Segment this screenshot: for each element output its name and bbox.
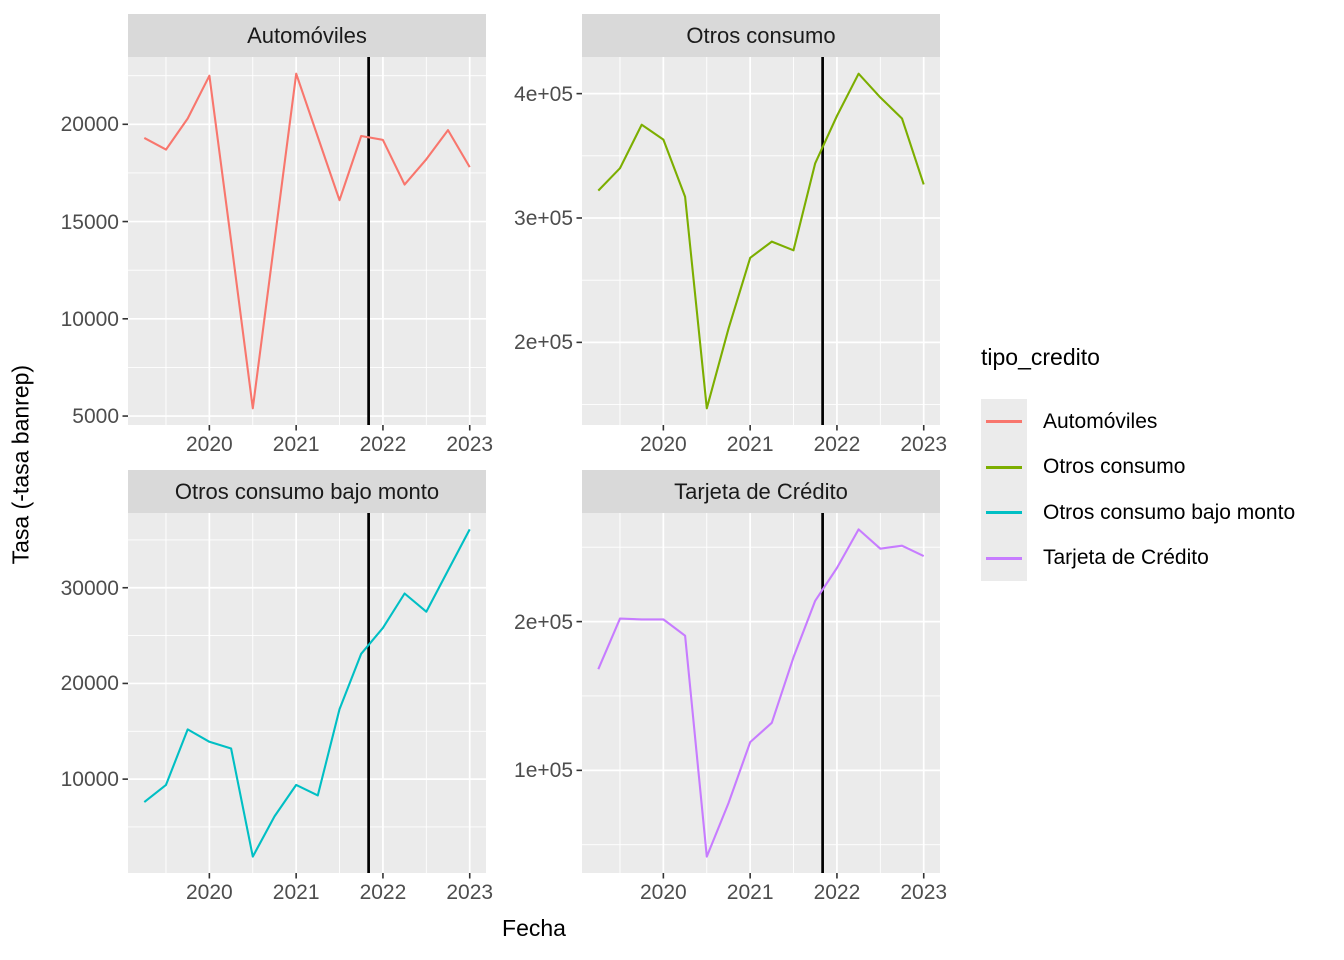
- legend: tipo_credito Automóviles Otros consumo Otr…: [981, 344, 1295, 581]
- y-tick-label: 4e+05: [514, 82, 573, 106]
- y-tick-label: 2e+05: [514, 610, 573, 634]
- x-tick-label: 2022: [813, 433, 861, 456]
- legend-key: [981, 444, 1027, 490]
- legend-line-swatch-icon: [986, 511, 1022, 515]
- legend-item-otros-consumo: Otros consumo: [981, 444, 1295, 490]
- x-tick-label: 2023: [446, 433, 494, 456]
- facet-panel-tarjeta-de-credito: [582, 513, 940, 873]
- series-line-otros-consumo-bajo-monto: [143, 528, 471, 858]
- legend-item-tarjeta-de-credito: Tarjeta de Crédito: [981, 535, 1295, 581]
- x-tick-label: 2022: [359, 433, 407, 456]
- legend-items: Automóviles Otros consumo Otros consumo ba…: [981, 399, 1295, 581]
- facet-strip-otros-consumo: Otros consumo: [582, 14, 940, 57]
- x-tick-label: 2020: [640, 881, 687, 904]
- x-tick-label: 2020: [640, 433, 687, 456]
- x-tick-label: 2023: [900, 881, 948, 904]
- series-line-otros-consumo: [597, 72, 925, 410]
- x-tick-label: 2020: [186, 433, 233, 456]
- legend-label: Automóviles: [1043, 409, 1158, 433]
- series-line-automoviles: [143, 72, 471, 410]
- legend-line-swatch-icon: [986, 420, 1022, 424]
- y-tick-label: 5000: [72, 405, 119, 429]
- y-axis-title: Tasa (-tasa banrep): [7, 364, 34, 565]
- y-tick-label: 1e+05: [514, 759, 573, 783]
- x-tick-label: 2021: [272, 881, 320, 904]
- facet-panel-automoviles: [128, 57, 486, 425]
- series-line-tarjeta-de-credito: [597, 528, 925, 858]
- facet-strip-automoviles: Automóviles: [128, 14, 486, 57]
- facet-panel-otros-consumo: [582, 57, 940, 425]
- legend-line-swatch-icon: [986, 556, 1022, 560]
- x-tick-label: 2023: [900, 433, 948, 456]
- facet-panel-otros-consumo-bajo-monto: [128, 513, 486, 873]
- x-tick-label: 2021: [272, 433, 320, 456]
- legend-item-otros-consumo-bajo-monto: Otros consumo bajo monto: [981, 490, 1295, 536]
- x-tick-label: 2023: [446, 881, 494, 904]
- y-tick-label: 2e+05: [514, 331, 573, 355]
- legend-label: Tarjeta de Crédito: [1043, 546, 1209, 570]
- y-tick-label: 15000: [60, 210, 119, 234]
- legend-key: [981, 490, 1027, 536]
- y-tick-label: 20000: [60, 113, 119, 137]
- facet-strip-otros-consumo-bajo-monto: Otros consumo bajo monto: [128, 470, 486, 513]
- x-tick-label: 2022: [359, 881, 407, 904]
- x-tick-label: 2021: [726, 433, 774, 456]
- y-tick-label: 10000: [60, 307, 119, 331]
- legend-item-automoviles: Automóviles: [981, 399, 1295, 445]
- x-tick-label: 2021: [726, 881, 774, 904]
- legend-label: Otros consumo bajo monto: [1043, 500, 1296, 524]
- legend-key: [981, 535, 1027, 581]
- legend-line-swatch-icon: [986, 465, 1022, 469]
- y-tick-label: 10000: [60, 768, 119, 792]
- legend-key: [981, 399, 1027, 445]
- x-tick-label: 2020: [186, 881, 233, 904]
- y-tick-label: 3e+05: [514, 206, 573, 230]
- legend-title: tipo_credito: [981, 344, 1100, 370]
- facet-strip-tarjeta-de-credito: Tarjeta de Crédito: [582, 470, 940, 513]
- y-tick-label: 20000: [60, 672, 119, 696]
- x-axis-title: Fecha: [502, 915, 566, 941]
- legend-label: Otros consumo: [1043, 455, 1186, 479]
- x-tick-label: 2022: [813, 881, 861, 904]
- y-tick-label: 30000: [60, 576, 119, 600]
